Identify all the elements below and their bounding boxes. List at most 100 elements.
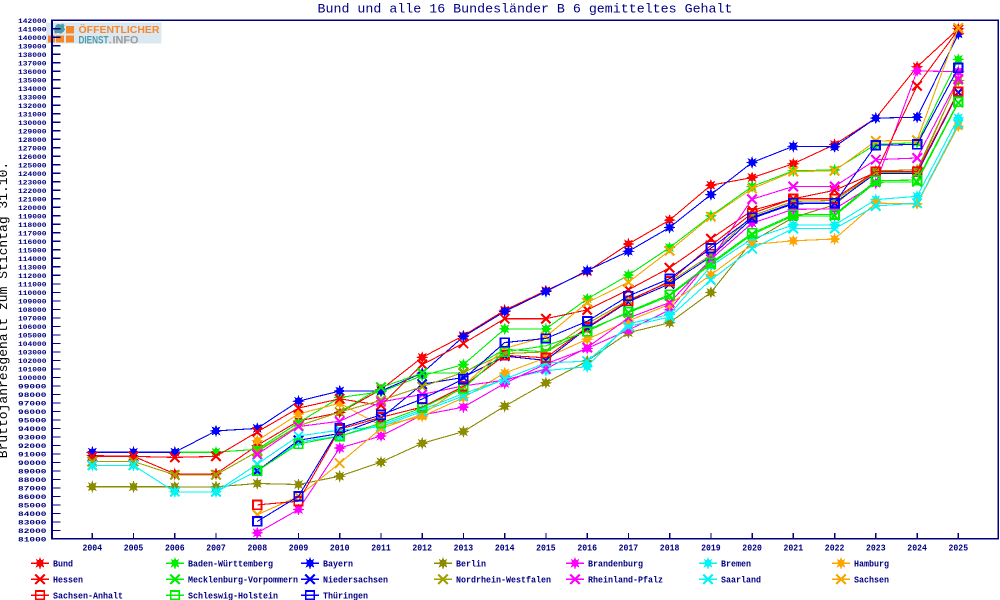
svg-text:111000: 111000: [18, 281, 47, 289]
svg-text:119000: 119000: [18, 213, 47, 221]
svg-text:Schleswig-Holstein: Schleswig-Holstein: [188, 591, 278, 600]
svg-text:2019: 2019: [701, 544, 721, 554]
svg-text:89000: 89000: [18, 468, 47, 476]
svg-text:2004: 2004: [83, 544, 103, 554]
svg-text:Sachsen: Sachsen: [854, 575, 889, 586]
svg-text:132000: 132000: [18, 103, 47, 111]
svg-text:2008: 2008: [248, 544, 268, 554]
svg-text:Bruttojahresgehalt zum Stichta: Bruttojahresgehalt zum Stichtag 31.10.: [0, 162, 11, 458]
svg-text:Thüringen: Thüringen: [323, 591, 368, 600]
svg-text:142000: 142000: [18, 18, 47, 26]
svg-text:2009: 2009: [289, 544, 309, 554]
svg-text:97000: 97000: [18, 400, 47, 408]
svg-text:106000: 106000: [18, 324, 47, 332]
svg-text:103000: 103000: [18, 349, 47, 357]
svg-text:86000: 86000: [18, 494, 47, 502]
svg-text:Hessen: Hessen: [53, 575, 83, 586]
svg-text:2021: 2021: [784, 544, 804, 554]
svg-text:2012: 2012: [412, 544, 432, 554]
svg-text:INFO: INFO: [113, 34, 139, 46]
svg-text:130000: 130000: [18, 120, 47, 128]
svg-text:140000: 140000: [18, 35, 47, 43]
svg-text:Baden-Württemberg: Baden-Württemberg: [188, 559, 273, 570]
svg-text:134000: 134000: [18, 86, 47, 94]
svg-text:88000: 88000: [18, 477, 47, 485]
svg-text:135000: 135000: [18, 77, 47, 85]
svg-text:DIENST: DIENST: [79, 34, 109, 46]
svg-text:81000: 81000: [18, 536, 47, 544]
svg-text:2017: 2017: [619, 544, 639, 554]
svg-text:Saarland: Saarland: [721, 575, 761, 586]
svg-text:109000: 109000: [18, 298, 47, 306]
svg-text:2015: 2015: [536, 544, 556, 554]
svg-text:116000: 116000: [18, 239, 47, 247]
svg-text:2005: 2005: [124, 544, 144, 554]
svg-text:108000: 108000: [18, 307, 47, 315]
svg-text:90000: 90000: [18, 460, 47, 468]
svg-text:92000: 92000: [18, 443, 47, 451]
svg-text:2007: 2007: [206, 544, 226, 554]
svg-text:Bund: Bund: [53, 559, 73, 570]
svg-text:138000: 138000: [18, 52, 47, 60]
svg-text:2016: 2016: [577, 544, 597, 554]
svg-text:117000: 117000: [18, 230, 47, 238]
svg-text:Sachsen-Anhalt: Sachsen-Anhalt: [53, 591, 123, 600]
svg-text:2014: 2014: [495, 544, 515, 554]
svg-text:139000: 139000: [18, 43, 47, 51]
svg-text:85000: 85000: [18, 502, 47, 510]
svg-text:133000: 133000: [18, 94, 47, 102]
svg-text:114000: 114000: [18, 256, 47, 264]
svg-text:2020: 2020: [742, 544, 762, 554]
svg-text:Bremen: Bremen: [721, 559, 751, 570]
svg-text:98000: 98000: [18, 392, 47, 400]
svg-text:120000: 120000: [18, 205, 47, 213]
svg-text:Bayern: Bayern: [323, 559, 353, 570]
svg-text:112000: 112000: [18, 273, 47, 281]
svg-text:104000: 104000: [18, 341, 47, 349]
svg-text:Nordrhein-Westfalen: Nordrhein-Westfalen: [456, 575, 551, 586]
svg-text:87000: 87000: [18, 485, 47, 493]
svg-text:Niedersachsen: Niedersachsen: [323, 575, 388, 586]
svg-text:2006: 2006: [165, 544, 185, 554]
svg-text:Mecklenburg-Vorpommern: Mecklenburg-Vorpommern: [188, 575, 298, 586]
svg-text:93000: 93000: [18, 434, 47, 442]
svg-text:Bund und alle 16 Bundesländer: Bund und alle 16 Bundesländer B 6 gemitt…: [318, 2, 733, 17]
svg-text:2025: 2025: [949, 544, 969, 554]
svg-text:127000: 127000: [18, 145, 47, 153]
svg-text:91000: 91000: [18, 451, 47, 459]
svg-text:96000: 96000: [18, 409, 47, 417]
svg-text:102000: 102000: [18, 358, 47, 366]
svg-text:99000: 99000: [18, 383, 47, 391]
svg-text:128000: 128000: [18, 137, 47, 145]
svg-text:2013: 2013: [454, 544, 474, 554]
svg-text:Hamburg: Hamburg: [854, 559, 889, 570]
svg-text:2022: 2022: [825, 544, 845, 554]
svg-text:121000: 121000: [18, 196, 47, 204]
svg-text:2010: 2010: [330, 544, 350, 554]
svg-text:131000: 131000: [18, 111, 47, 119]
svg-text:126000: 126000: [18, 154, 47, 162]
svg-text:123000: 123000: [18, 179, 47, 187]
svg-text:Brandenburg: Brandenburg: [588, 559, 643, 570]
svg-text:137000: 137000: [18, 60, 47, 68]
svg-text:105000: 105000: [18, 332, 47, 340]
svg-text:125000: 125000: [18, 162, 47, 170]
svg-text:129000: 129000: [18, 128, 47, 136]
svg-text:107000: 107000: [18, 315, 47, 323]
svg-text:94000: 94000: [18, 426, 47, 434]
svg-text:2011: 2011: [371, 544, 391, 554]
svg-text:ÖFFENTLICHER: ÖFFENTLICHER: [79, 23, 160, 36]
svg-text:122000: 122000: [18, 188, 47, 196]
svg-text:110000: 110000: [18, 290, 47, 298]
svg-text:83000: 83000: [18, 519, 47, 527]
svg-text:141000: 141000: [18, 26, 47, 34]
svg-text:136000: 136000: [18, 69, 47, 77]
svg-text:.: .: [109, 34, 112, 46]
svg-text:2018: 2018: [660, 544, 680, 554]
svg-text:2023: 2023: [866, 544, 886, 554]
svg-text:Rheinland-Pfalz: Rheinland-Pfalz: [588, 575, 663, 586]
svg-text:115000: 115000: [18, 247, 47, 255]
svg-text:82000: 82000: [18, 528, 47, 536]
svg-text:101000: 101000: [18, 366, 47, 374]
svg-text:118000: 118000: [18, 222, 47, 230]
